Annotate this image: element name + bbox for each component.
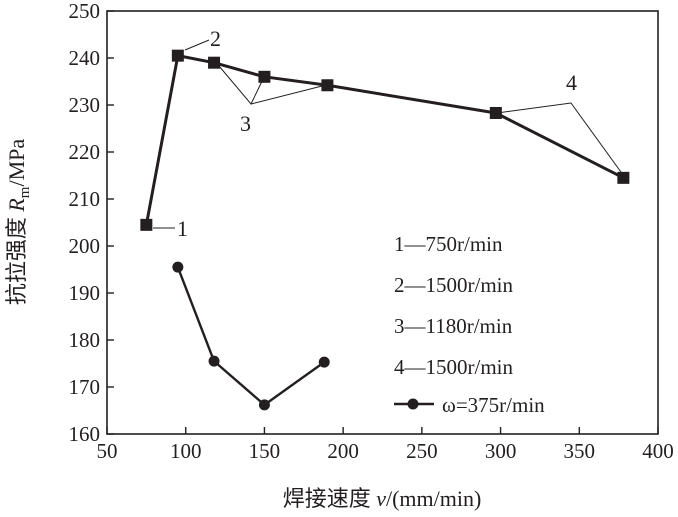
- legend-entry-5: ω=375r/min: [442, 393, 545, 417]
- x-tick-label-5: 300: [485, 439, 517, 463]
- y-axis-label: 抗拉强度 Rm/MPa: [4, 139, 33, 306]
- annotation-2: 2: [210, 26, 221, 51]
- y-tick-label-3: 190: [69, 281, 101, 305]
- circle-point-3: [318, 356, 330, 368]
- square-point-4: [321, 79, 334, 92]
- circle-point-1: [208, 355, 220, 367]
- legend-entry-1: 1—750r/min: [394, 232, 503, 256]
- series-square-polyline: [144, 54, 625, 226]
- series-circle-polyline: [176, 266, 325, 407]
- x-tick-label-4: 250: [406, 439, 438, 463]
- series-square-line: [140, 49, 630, 231]
- x-tick-label-3: 200: [327, 439, 359, 463]
- annotation-1: 1: [177, 216, 188, 241]
- callout-line-2: [184, 39, 210, 51]
- callout-line-3b: [250, 83, 331, 105]
- legend-marker-circle: [407, 398, 419, 410]
- y-tick-label-6: 220: [69, 140, 101, 164]
- legend-entry-2: 2—1500r/min: [394, 273, 513, 297]
- y-tick-label-8: 240: [69, 46, 101, 70]
- square-point-0: [140, 218, 153, 231]
- tick-labels: 50 100 150 200 250 300 350 40016017018019020021…: [69, 0, 674, 463]
- y-tick-label-0: 160: [69, 422, 101, 446]
- legend: 1—750r/min 2—1500r/min 3—1180r/min 4—150…: [394, 232, 545, 417]
- square-point-1: [171, 49, 184, 62]
- square-point-5: [489, 106, 502, 119]
- square-point-6: [617, 171, 630, 184]
- y-tick-label-2: 180: [69, 328, 101, 352]
- x-tick-label-2: 150: [249, 439, 281, 463]
- x-tick-label-7: 400: [642, 439, 674, 463]
- y-tick-label-9: 250: [69, 0, 101, 23]
- y-tick-label-5: 210: [69, 187, 101, 211]
- circle-point-2: [258, 399, 270, 411]
- legend-entry-4: 4—1500r/min: [394, 355, 513, 379]
- x-axis-label: 焊接速度 v/(mm/min): [283, 486, 482, 511]
- x-tick-label-0: 50: [97, 439, 118, 463]
- x-tick-label-1: 100: [170, 439, 202, 463]
- series-circle-line: [172, 261, 330, 411]
- callout-lines: [153, 39, 627, 229]
- plot-frame: [106, 10, 659, 435]
- axis-ticks: [106, 10, 659, 435]
- square-point-3: [258, 70, 271, 83]
- legend-entry-3: 3—1180r/min: [394, 314, 513, 338]
- circle-point-0: [172, 261, 184, 273]
- square-point-2: [208, 56, 221, 69]
- y-tick-label-1: 170: [69, 375, 101, 399]
- annotation-3: 3: [240, 111, 251, 136]
- y-tick-label-4: 200: [69, 234, 101, 258]
- annotation-4: 4: [566, 70, 577, 95]
- x-tick-label-6: 350: [564, 439, 596, 463]
- callout-line-4: [496, 102, 627, 180]
- y-tick-label-7: 230: [69, 93, 101, 117]
